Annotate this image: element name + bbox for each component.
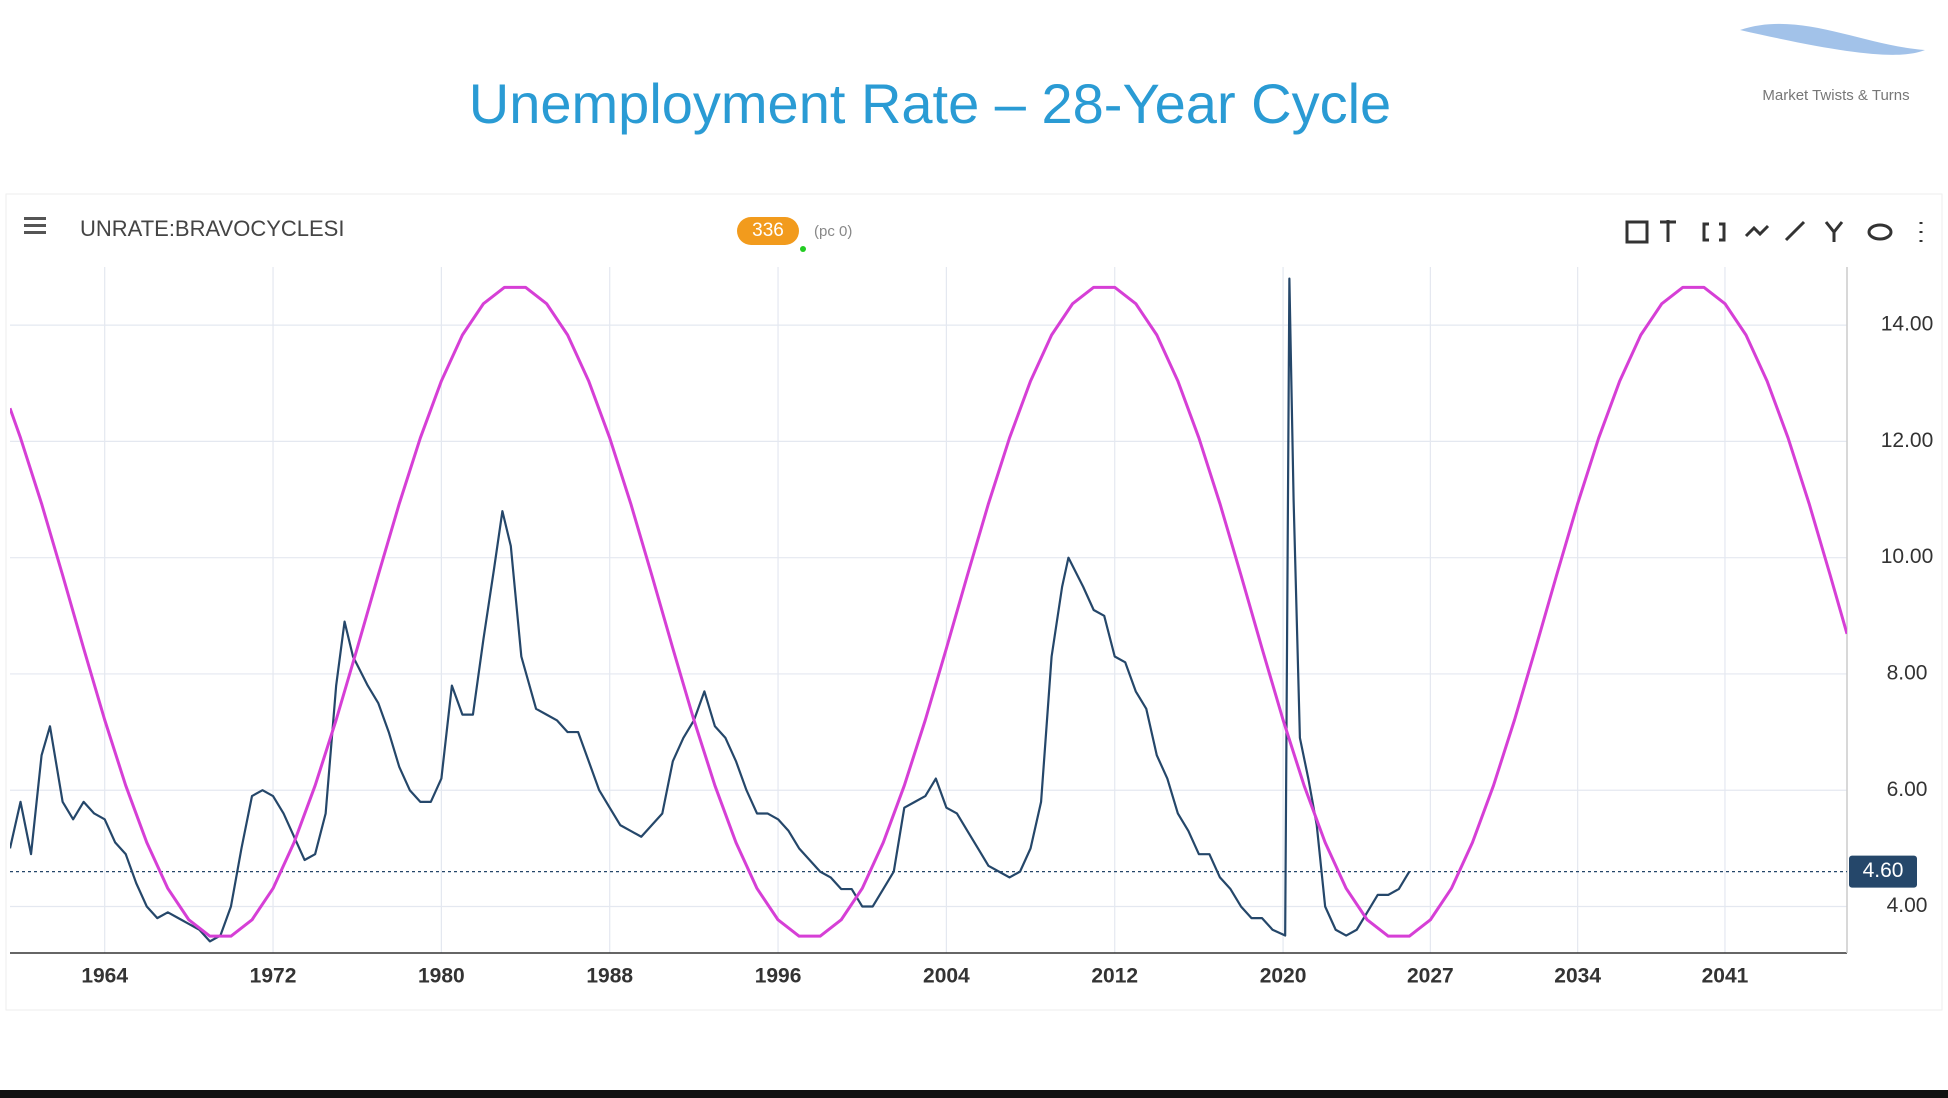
logo-text: Market Twists & Turns bbox=[1762, 87, 1909, 104]
x-tick-label: 1972 bbox=[250, 965, 297, 988]
y-tick-label: 10.00 bbox=[1881, 545, 1934, 568]
y-tick-label: 4.00 bbox=[1887, 894, 1928, 917]
x-tick-label: 1996 bbox=[755, 965, 802, 988]
chart-panel bbox=[5, 193, 1943, 1011]
toolbar-icons[interactable] bbox=[1625, 220, 1923, 244]
x-tick-label: 1988 bbox=[586, 965, 633, 988]
chart-title: Unemployment Rate – 28-Year Cycle bbox=[469, 72, 1391, 135]
x-tick-label: 2012 bbox=[1091, 965, 1138, 988]
y-tick-label: 14.00 bbox=[1881, 313, 1934, 336]
badge-bg bbox=[737, 217, 799, 245]
bottom-bar bbox=[0, 1090, 1948, 1098]
series-line bbox=[10, 285, 1847, 938]
badge: 336 bbox=[752, 220, 784, 241]
status-dot bbox=[800, 246, 806, 252]
symbol-label: UNRATE:BRAVOCYCLESI bbox=[80, 216, 344, 241]
current-value-box bbox=[1849, 855, 1917, 888]
x-tick-label: 2027 bbox=[1407, 965, 1454, 988]
x-tick-label: 1980 bbox=[418, 965, 465, 988]
x-tick-label: 1964 bbox=[81, 965, 128, 988]
x-tick-label: 2041 bbox=[1702, 965, 1749, 988]
x-tick-label: 2004 bbox=[923, 965, 970, 988]
y-tick-label: 6.00 bbox=[1887, 778, 1928, 801]
menu-icon[interactable] bbox=[24, 217, 46, 234]
y-tick-label: 8.00 bbox=[1887, 661, 1928, 684]
logo-swoosh bbox=[1740, 23, 1925, 55]
y-tick-label: 12.00 bbox=[1881, 429, 1934, 452]
toolbar-note: (pc 0) bbox=[814, 223, 852, 240]
current-value-label: 4.60 bbox=[1863, 859, 1904, 882]
x-tick-label: 2034 bbox=[1554, 965, 1601, 988]
x-tick-label: 2020 bbox=[1260, 965, 1307, 988]
series-line bbox=[10, 277, 1411, 943]
